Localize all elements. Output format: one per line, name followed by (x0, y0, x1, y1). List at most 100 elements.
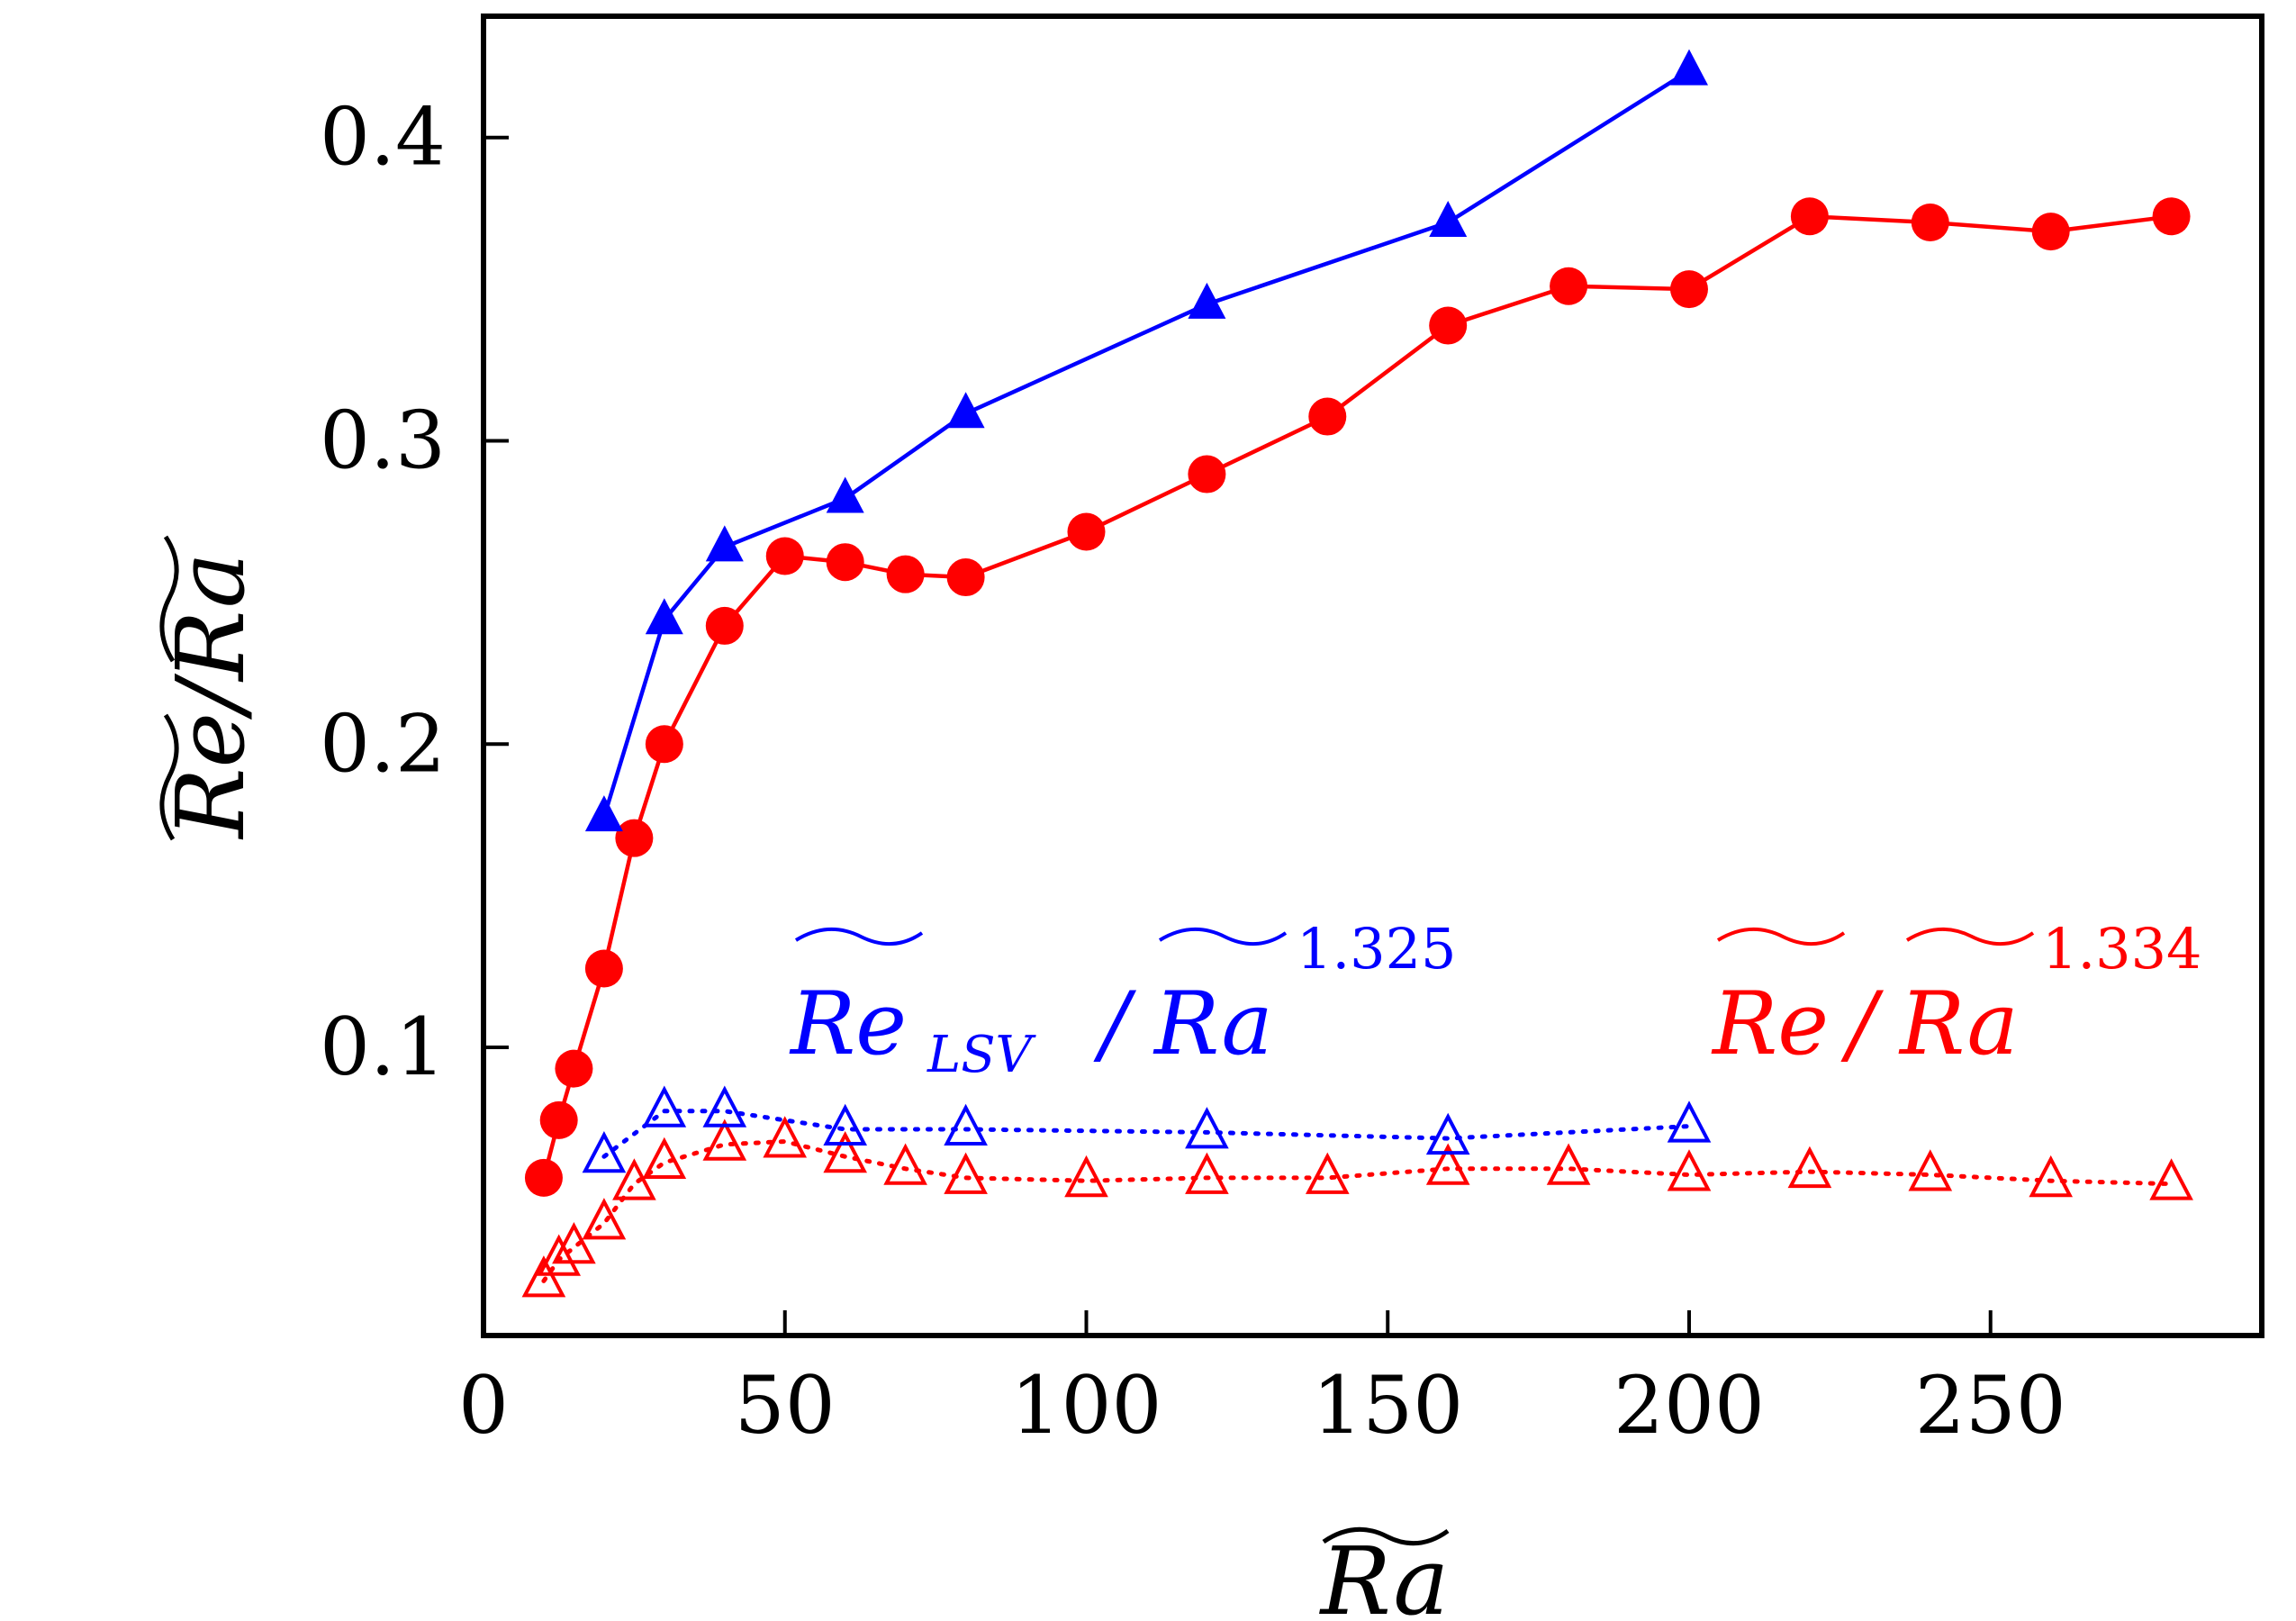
series-line (601, 1109, 1692, 1159)
series-2 (582, 1085, 1712, 1173)
annotation-blue-tilde-ra (1158, 927, 1288, 946)
x-tick-label: 100 (1011, 1359, 1162, 1452)
data-point (1550, 267, 1588, 305)
data-point (1911, 204, 1949, 242)
data-point (584, 949, 623, 988)
data-point (555, 1049, 593, 1088)
data-point (582, 1130, 627, 1173)
annotation-red-tilde-ra (1905, 927, 2035, 946)
data-point (826, 476, 864, 513)
data-point (582, 1198, 627, 1240)
x-tick-label: 50 (735, 1359, 836, 1452)
annotation-red-base: Re (1711, 974, 1829, 1074)
series-line (541, 1138, 2174, 1283)
data-point (1429, 306, 1468, 345)
x-axis-label-tilde (1322, 1526, 1450, 1546)
data-point (2152, 197, 2191, 236)
y-tick-label: 0.1 (320, 1001, 446, 1093)
annotation-blue-denom: Ra (1153, 974, 1273, 1074)
x-axis-label: Ra (1319, 1526, 1450, 1621)
data-point (1425, 1112, 1470, 1155)
data-point (1429, 201, 1468, 237)
data-point (1064, 1155, 1108, 1198)
annotation-red-tilde-re (1716, 927, 1846, 946)
data-point (883, 1143, 927, 1185)
y-tick-label: 0.4 (320, 91, 446, 184)
data-point (1188, 282, 1226, 319)
data-point (612, 1158, 656, 1200)
data-point (1667, 1100, 1712, 1143)
annotation-red-slash: / (1840, 974, 1885, 1074)
data-point (1670, 49, 1708, 86)
annotation-red: Re / Ra 1.334 (1711, 916, 2202, 1074)
annotation-blue: Re LSV / Ra 1.325 (789, 916, 1457, 1084)
x-tick-label: 150 (1312, 1359, 1463, 1452)
data-point (1787, 1146, 1832, 1189)
data-point (765, 537, 804, 575)
data-point (1790, 197, 1829, 236)
data-point (1185, 1152, 1229, 1194)
annotation-red-denom: Ra (1898, 974, 2019, 1074)
data-point (552, 1221, 596, 1264)
data-point (537, 1234, 582, 1276)
data-point (823, 1103, 868, 1146)
data-point (1185, 1107, 1229, 1149)
data-point (946, 558, 985, 597)
annotation-red-exp: 1.334 (2042, 916, 2202, 982)
data-point (2149, 1158, 2193, 1200)
data-point (521, 1255, 566, 1298)
data-point (1667, 1149, 1712, 1191)
data-point (615, 819, 654, 857)
data-point (705, 606, 744, 645)
data-point (642, 1085, 687, 1127)
series-0 (524, 197, 2191, 1197)
data-point (944, 1152, 988, 1194)
y-axis-label-tilde-re (159, 713, 179, 841)
data-point (826, 543, 864, 582)
y-tick-label: 0.3 (320, 394, 446, 486)
x-tick-label: 0 (458, 1359, 509, 1452)
data-point (944, 1103, 988, 1146)
annotation-blue-exp: 1.325 (1297, 916, 1457, 982)
data-point (705, 525, 744, 562)
data-point (1308, 397, 1347, 436)
ticks-layer: 0 50 100 150 200 250 0.1 0.2 0.3 0.4 (320, 91, 2066, 1452)
data-point (539, 1100, 578, 1139)
x-axis-label-group: Ra (1319, 1526, 1450, 1621)
data-point (823, 1130, 868, 1173)
marks-layer (521, 49, 2193, 1298)
data-point (1546, 1143, 1591, 1185)
y-axis-label-group: Re/Ra (156, 535, 266, 841)
y-tick-label: 0.2 (320, 697, 446, 790)
data-point (645, 598, 683, 635)
data-point (1425, 1143, 1470, 1185)
y-axis-label-tilde-ra (159, 535, 179, 663)
annotation-blue-base: Re (789, 974, 907, 1074)
data-point (1669, 270, 1708, 309)
data-point (584, 795, 623, 832)
data-point (1067, 512, 1106, 551)
annotation-blue-slash: / (1093, 974, 1137, 1074)
data-point (645, 725, 683, 764)
data-point (886, 555, 925, 593)
data-point (1188, 455, 1226, 494)
series-1 (584, 49, 1708, 832)
data-point (946, 392, 985, 429)
series-3 (521, 1116, 2193, 1298)
data-point (1908, 1149, 1953, 1191)
data-point (642, 1137, 687, 1179)
series-line (601, 68, 1691, 818)
data-point (702, 1118, 747, 1161)
data-point (702, 1085, 747, 1127)
x-tick-label: 250 (1915, 1359, 2066, 1452)
data-point (2029, 1155, 2074, 1198)
x-tick-label: 200 (1614, 1359, 1765, 1452)
annotation-blue-sub: LSV (927, 1026, 1037, 1084)
data-point (524, 1158, 563, 1197)
data-point (763, 1116, 808, 1158)
data-point (2031, 213, 2070, 251)
annotation-blue-tilde-re (794, 927, 924, 946)
data-point (1305, 1152, 1350, 1194)
y-axis-label: Re/Ra (156, 552, 266, 840)
